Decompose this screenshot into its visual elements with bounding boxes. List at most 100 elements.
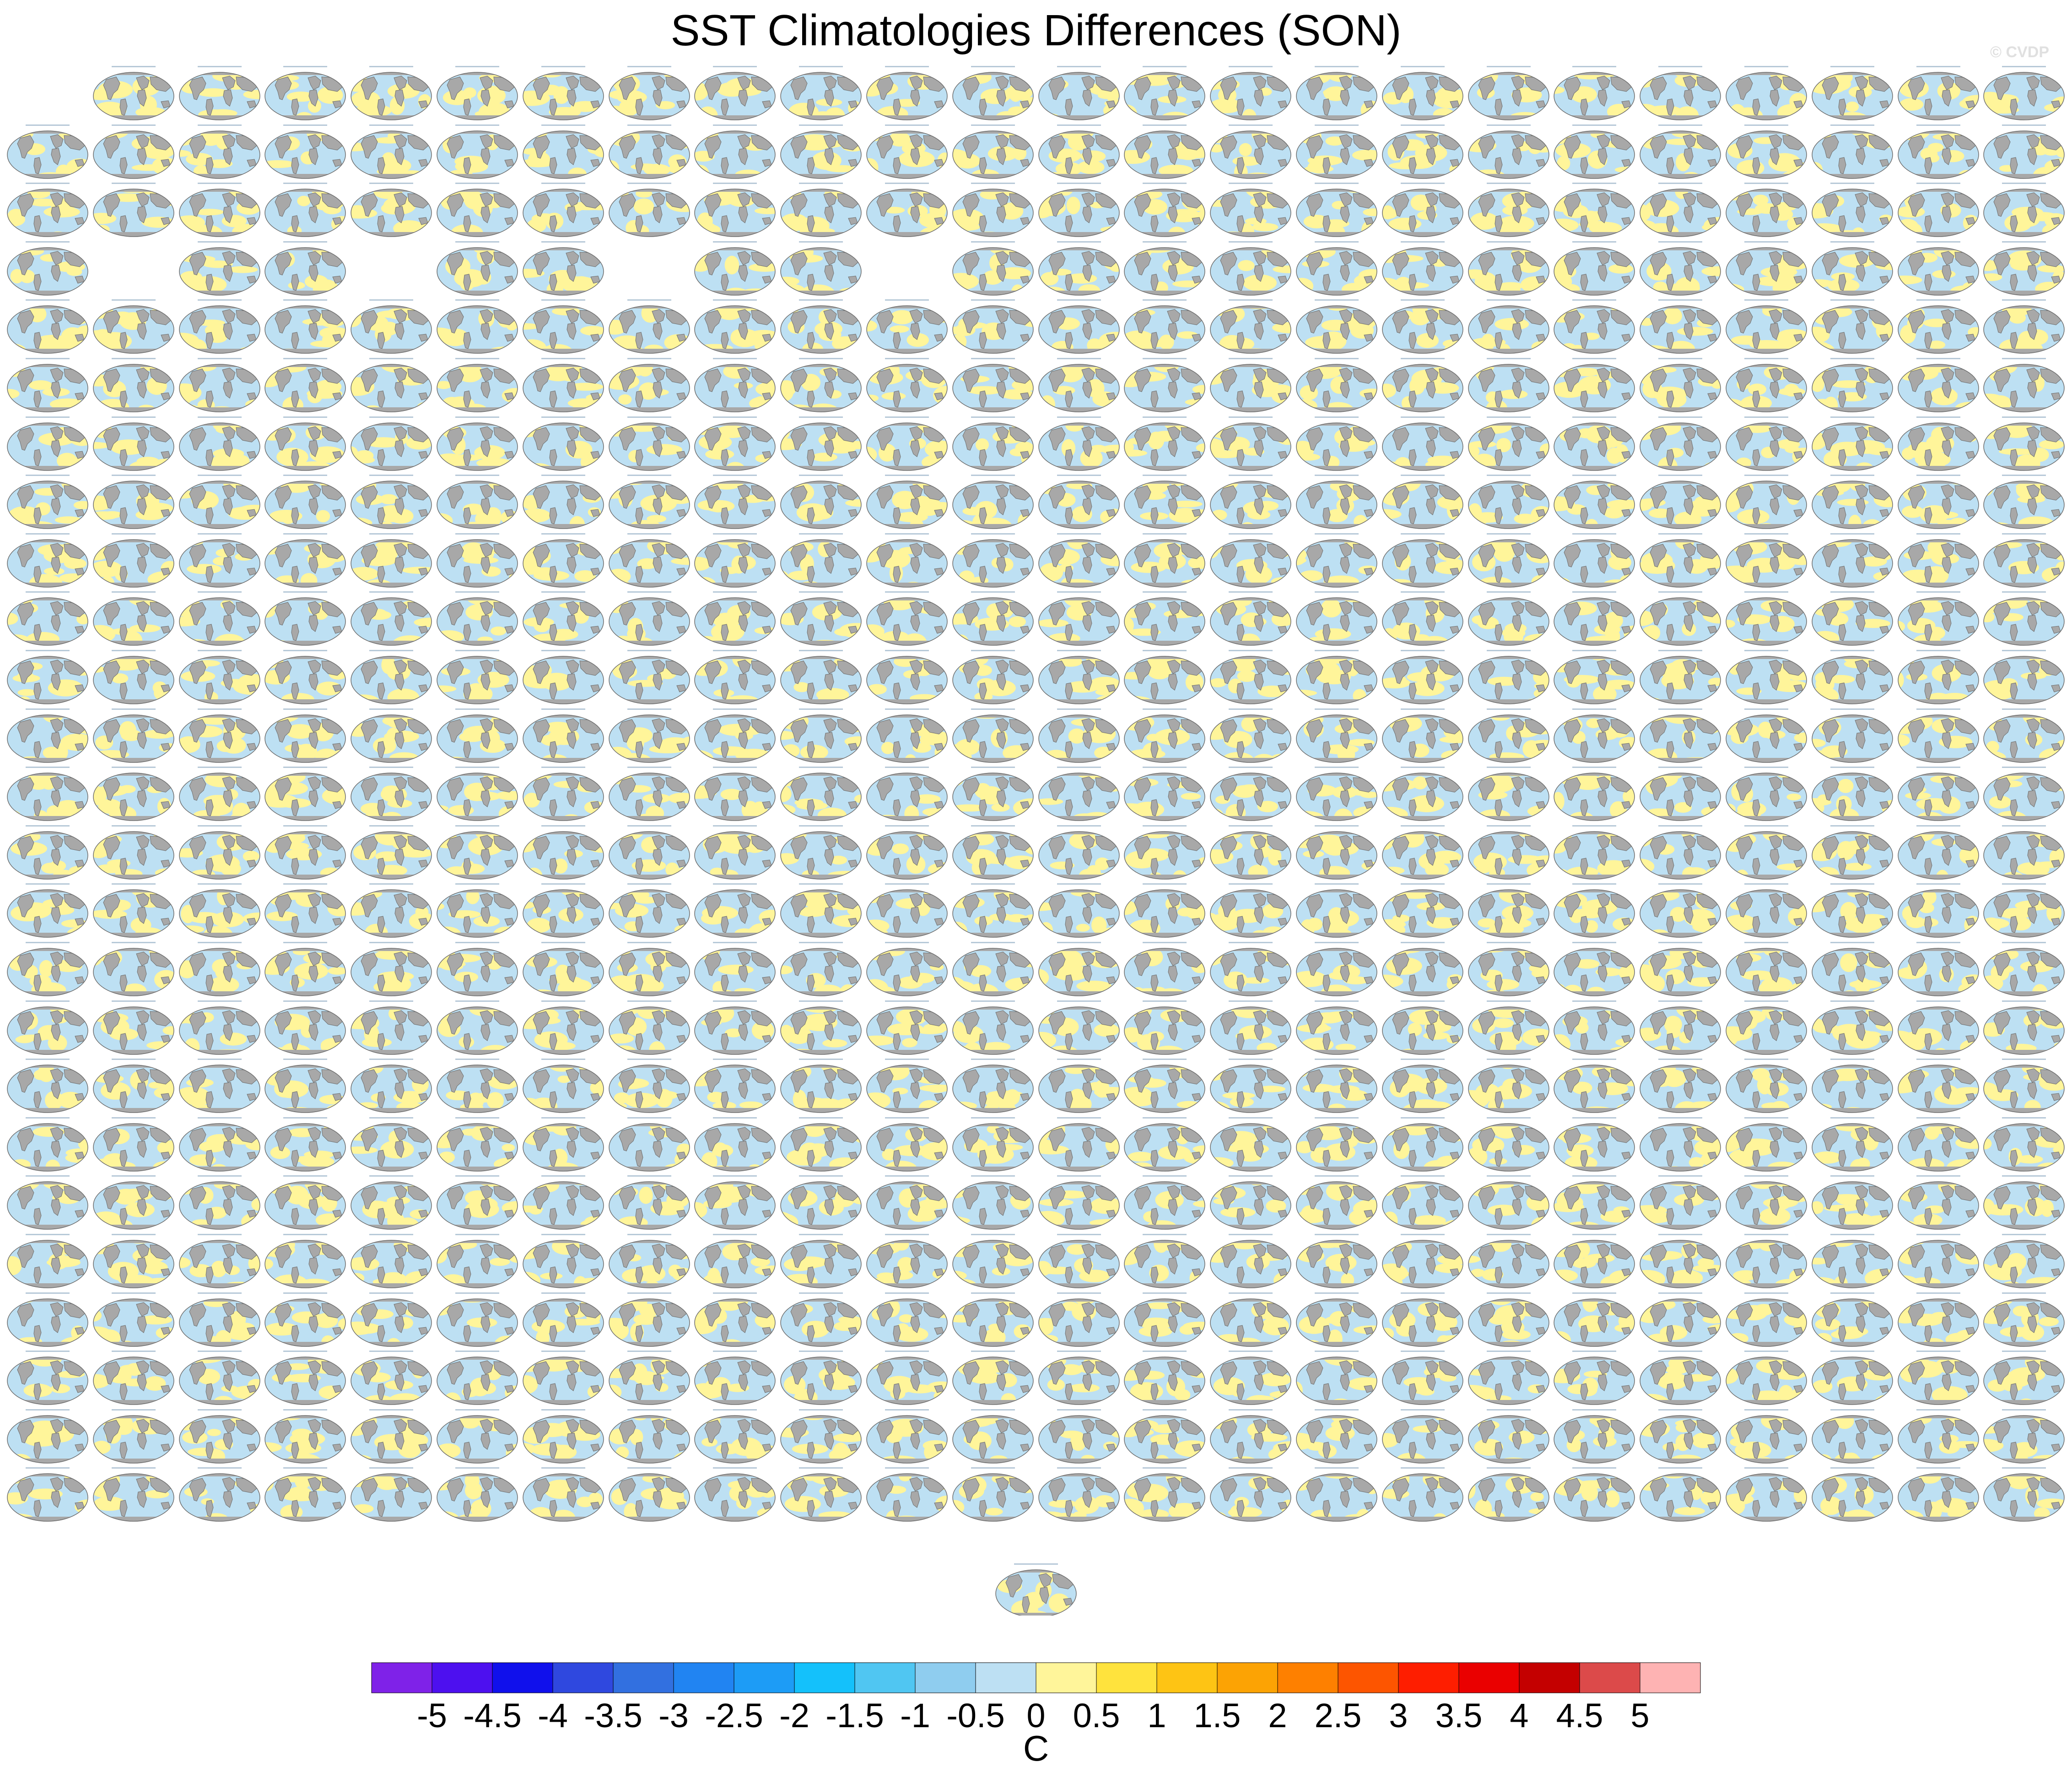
panel-subtitle <box>885 767 929 768</box>
map-panel-r3-c12 <box>952 183 1034 237</box>
map-panel-r5-c8 <box>609 299 690 354</box>
map-panel-r6-c22 <box>1812 358 1893 412</box>
panel-subtitle <box>26 650 70 651</box>
panel-subtitle <box>455 416 499 418</box>
map-panel-r15-c9 <box>694 883 776 938</box>
map-panel-r18-c11 <box>866 1059 948 1113</box>
panel-subtitle <box>26 825 70 827</box>
panel-subtitle <box>112 1117 156 1119</box>
panel-subtitle <box>1229 66 1273 67</box>
panel-subtitle <box>885 825 929 827</box>
panel-subtitle <box>283 299 327 301</box>
panel-subtitle <box>455 299 499 301</box>
map-panel-r3-c15 <box>1210 183 1291 237</box>
panel-subtitle <box>1916 416 1960 418</box>
panel-subtitle <box>1658 591 1702 593</box>
panel-subtitle <box>1315 883 1359 885</box>
panel-subtitle <box>1658 1000 1702 1002</box>
map-panel-r6-c4 <box>264 358 346 412</box>
panel-subtitle <box>283 942 327 943</box>
panel-subtitle <box>1229 416 1273 418</box>
map-panel-r16-c4 <box>264 942 346 996</box>
panel-subtitle <box>369 1117 413 1119</box>
map-panel-r4-c22 <box>1812 241 1893 296</box>
panel-subtitle <box>283 241 327 243</box>
panel-subtitle <box>713 1000 757 1002</box>
map-panel-r17-c15 <box>1210 1000 1291 1055</box>
panel-subtitle <box>1143 1117 1187 1119</box>
map-panel-r2-c20 <box>1640 124 1721 179</box>
panel-subtitle <box>1229 650 1273 651</box>
panel-subtitle <box>627 533 671 535</box>
panel-subtitle <box>799 708 843 710</box>
panel-subtitle <box>1401 416 1445 418</box>
map-panel-r15-c14 <box>1124 883 1205 938</box>
panel-subtitle <box>1572 299 1616 301</box>
panel-subtitle <box>1487 942 1531 943</box>
map-panel-r4-c6 <box>437 241 518 296</box>
panel-subtitle <box>1572 767 1616 768</box>
panel-subtitle <box>1658 767 1702 768</box>
panel-subtitle <box>1143 66 1187 67</box>
map-panel-r15-c12 <box>952 883 1034 938</box>
map-panel-r17-c10 <box>780 1000 862 1055</box>
panel-subtitle <box>627 1000 671 1002</box>
panel-subtitle <box>1143 767 1187 768</box>
panel-subtitle <box>1916 883 1960 885</box>
panel-subtitle <box>1229 1117 1273 1119</box>
panel-subtitle <box>1315 1059 1359 1060</box>
panel-subtitle <box>1401 650 1445 651</box>
panel-subtitle <box>1143 708 1187 710</box>
panel-subtitle <box>112 825 156 827</box>
panel-subtitle <box>799 66 843 67</box>
panel-subtitle <box>627 591 671 593</box>
map-panel-r7-c10 <box>780 416 862 471</box>
panel-subtitle <box>885 883 929 885</box>
panel-subtitle <box>2002 533 2046 535</box>
panel-subtitle <box>198 66 242 67</box>
panel-subtitle <box>541 591 585 593</box>
map-panel-r11-c3 <box>179 650 260 704</box>
panel-subtitle <box>1057 942 1101 943</box>
panel-subtitle <box>713 66 757 67</box>
panel-subtitle <box>1830 1000 1874 1002</box>
panel-subtitle <box>541 241 585 243</box>
panel-subtitle <box>283 124 327 126</box>
colorbar-box-11 <box>975 1662 1036 1693</box>
panel-subtitle <box>885 183 929 184</box>
panel-subtitle <box>1229 591 1273 593</box>
panel-subtitle <box>112 299 156 301</box>
map-panel-r16-c17 <box>1382 942 1463 996</box>
panel-subtitle <box>713 825 757 827</box>
panel-subtitle <box>1401 533 1445 535</box>
panel-subtitle <box>112 650 156 651</box>
panel-subtitle <box>799 1117 843 1119</box>
panel-subtitle <box>541 66 585 67</box>
map-panel-r7-c2 <box>93 416 174 471</box>
panel-subtitle <box>1658 1059 1702 1060</box>
map-panel-r6-c17 <box>1382 358 1463 412</box>
panel-subtitle <box>971 650 1015 651</box>
panel-subtitle <box>455 1059 499 1060</box>
panel-subtitle <box>1229 883 1273 885</box>
map-panel-r16-c24 <box>1983 942 2065 996</box>
panel-subtitle <box>541 1117 585 1119</box>
map-panel-r18-c5 <box>351 1059 432 1113</box>
panel-subtitle <box>1315 1117 1359 1119</box>
map-panel-r14-c17 <box>1382 825 1463 880</box>
colorbar-box-20 <box>1519 1662 1580 1693</box>
panel-subtitle <box>1401 183 1445 184</box>
panel-subtitle <box>1572 183 1616 184</box>
panel-subtitle <box>1487 66 1531 67</box>
panel-subtitle <box>455 533 499 535</box>
map-panel-r11-c11 <box>866 650 948 704</box>
map-panel-r2-c8 <box>609 124 690 179</box>
map-panel-r9-c21 <box>1726 533 1807 588</box>
panel-subtitle <box>2002 1000 2046 1002</box>
panel-subtitle <box>1830 1059 1874 1060</box>
map-panel-r16-c5 <box>351 942 432 996</box>
panel-subtitle <box>1057 358 1101 359</box>
panel-subtitle <box>26 1117 70 1119</box>
panel-subtitle <box>971 708 1015 710</box>
